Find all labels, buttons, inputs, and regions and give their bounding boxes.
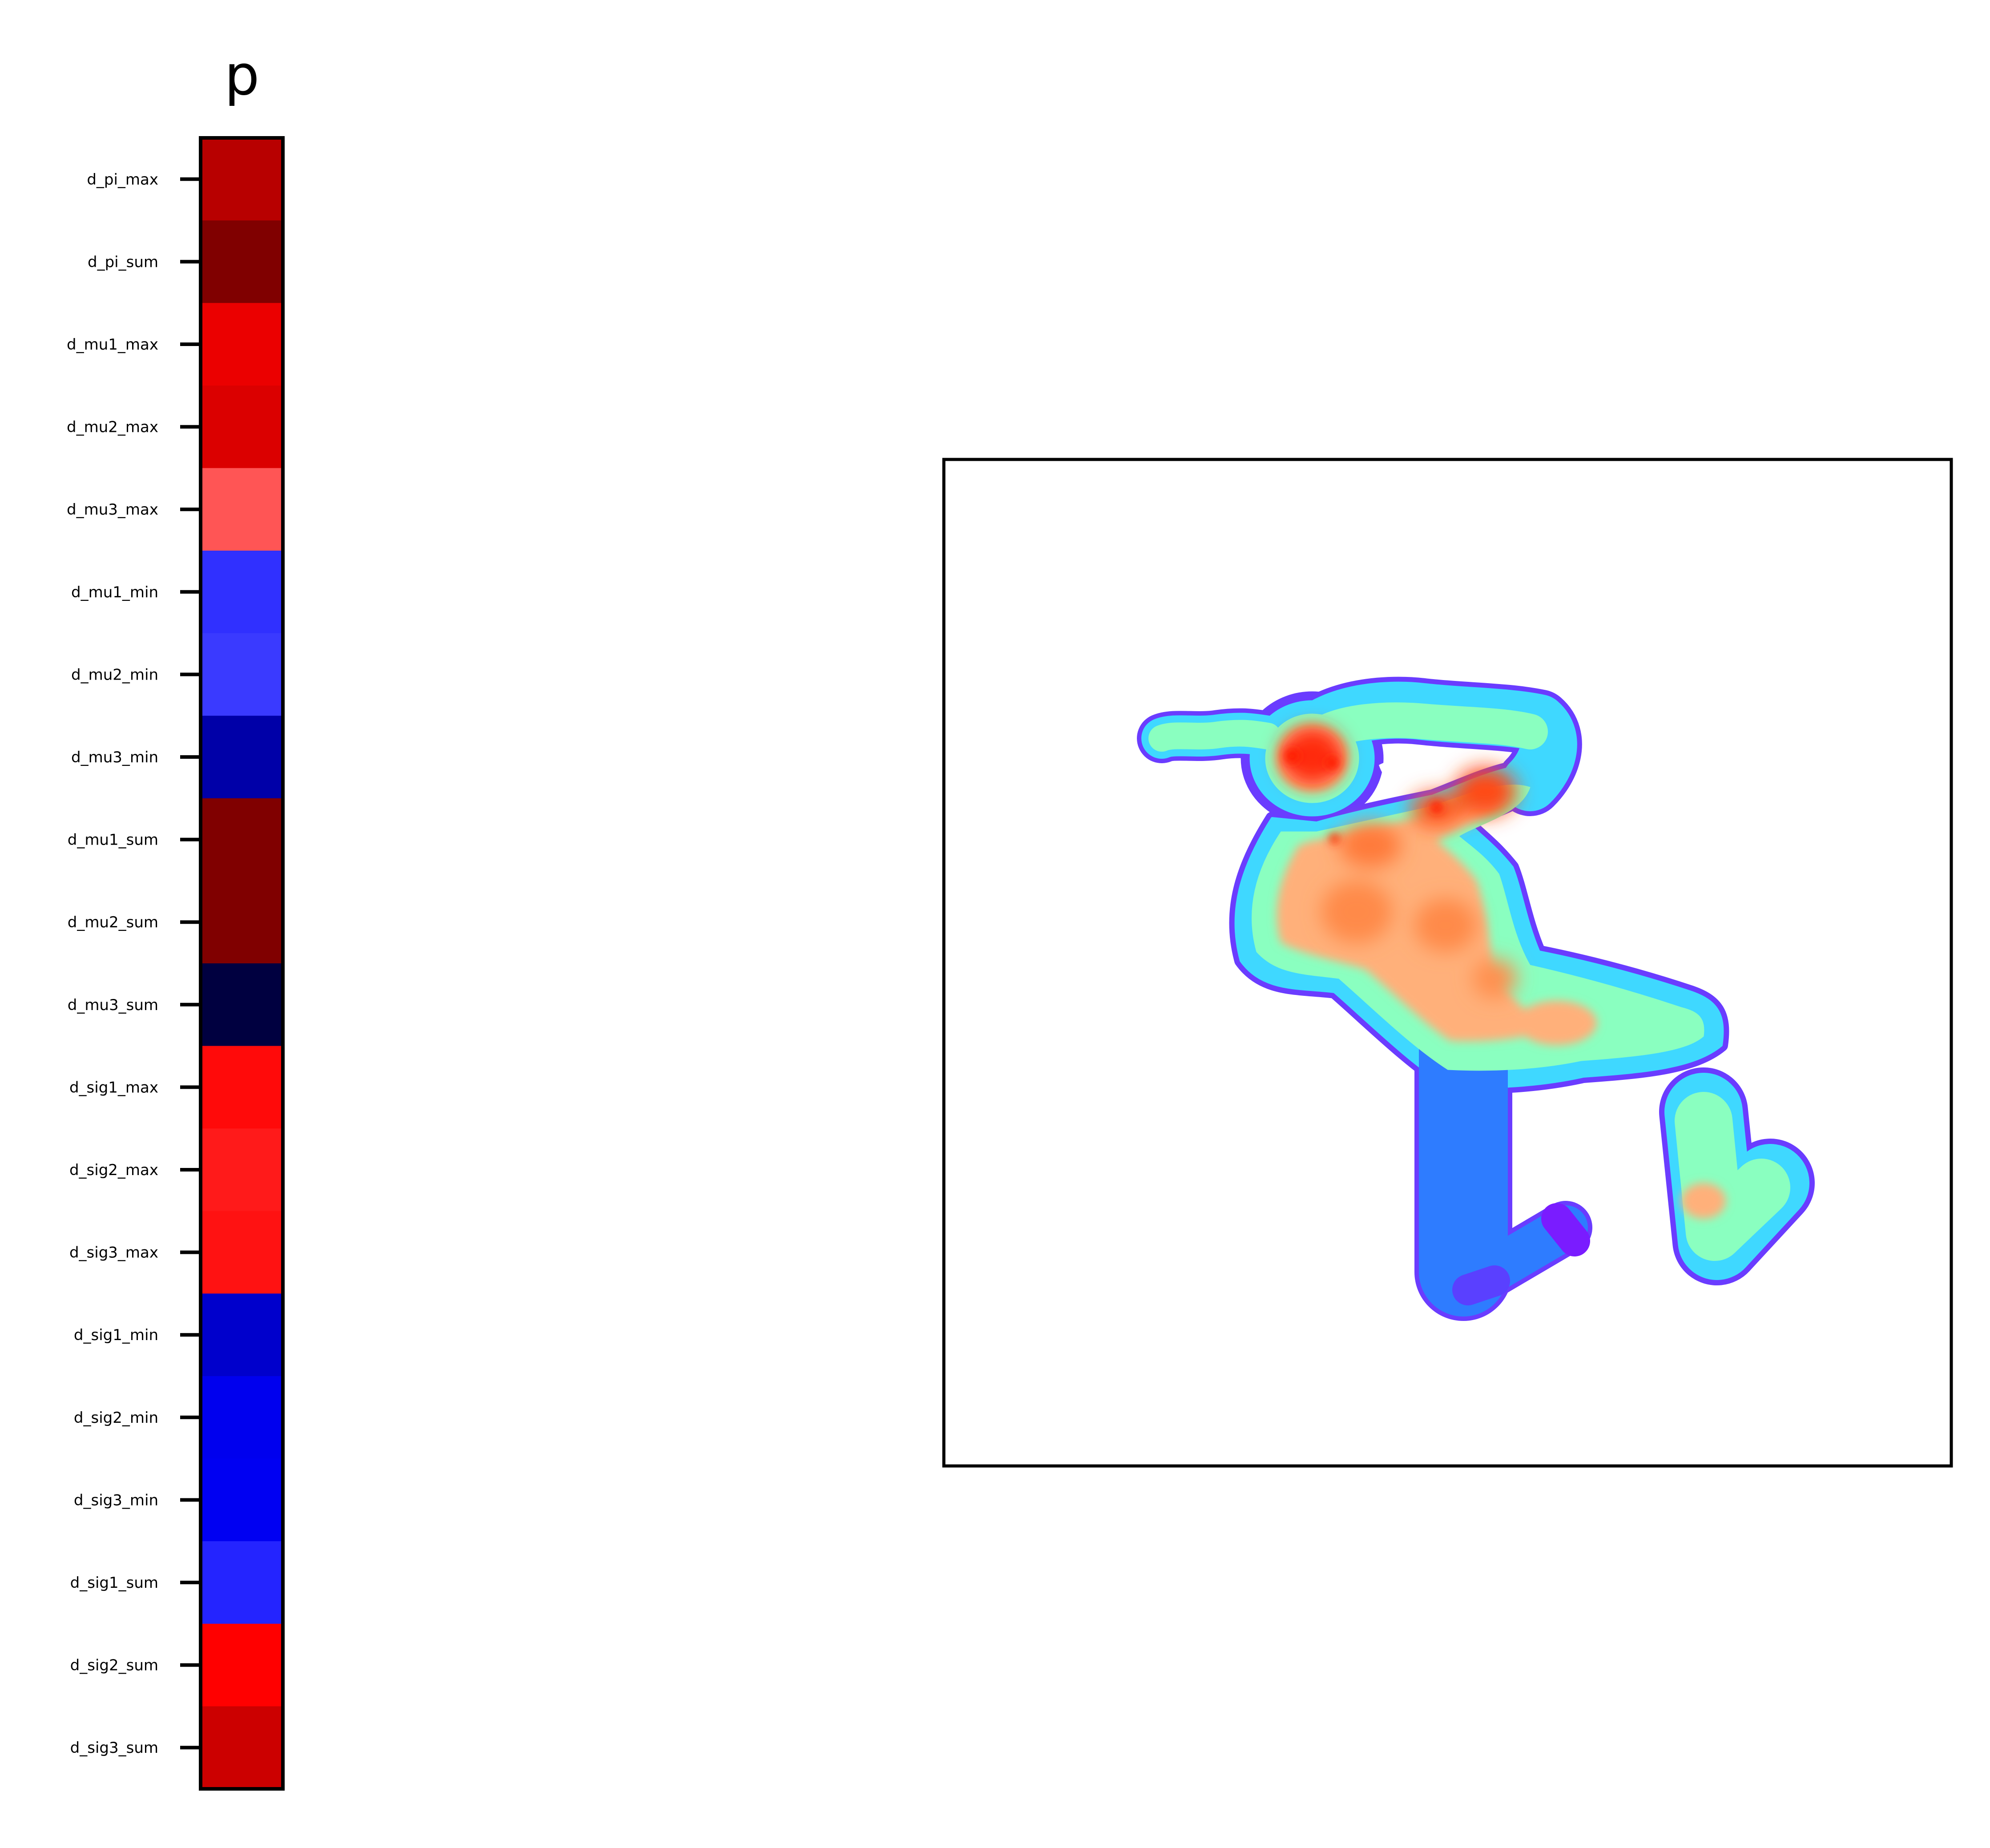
heatmap-cell [201,633,283,716]
heatmap-cell [201,963,283,1047]
heatmap-tick-label: d_pi_max [87,171,158,189]
heatmap-tick-label: d_sig3_sum [70,1739,158,1757]
image-panel [942,458,1953,1468]
heatmap-tick-label: d_mu2_min [71,666,158,684]
heatmap-cell [201,1458,283,1542]
heatmap-cell [201,1376,283,1459]
heatmap-cell [201,385,283,468]
heatmap-panel: p d_pi_max d_pi_sum d_mu1_max d_mu2_max d_mu… [67,44,285,1791]
heatmap-cell [201,1128,283,1212]
heatmap-cell [201,220,283,303]
heatmap-cell [201,798,283,881]
heatmap-tick-label: d_sig2_max [69,1161,158,1179]
heatmap-tick-label: d_sig2_min [74,1409,158,1427]
heatmap-tick-labels: d_pi_max d_pi_sum d_mu1_max d_mu2_max d_mu3_… [67,171,158,1757]
heatmap-tick-label: d_mu1_max [67,336,158,354]
heatmap-cell [201,138,283,221]
figure-hot-cores [1284,748,1443,844]
heatmap-tick-label: d_mu3_sum [68,996,158,1014]
heatmap-tick-label: d_mu2_max [67,419,158,436]
heatmap-tick-label: d_mu3_min [71,749,158,766]
heatmap-tick-label: d_pi_sum [88,253,158,271]
heatmap-cell [201,551,283,634]
heatmap-cell [201,716,283,799]
heatmap-ticks [180,177,201,1750]
heatmap-cells [201,138,283,1789]
heatmap-cell [201,1293,283,1377]
heatmap-frame [199,136,285,1791]
heatmap-tick-label: d_mu1_sum [68,831,158,849]
heatmap-cell [201,1211,283,1294]
heatmap-title: p [225,44,260,108]
figure-hot-spots [1281,727,1517,998]
heatmap-tick-label: d_mu2_sum [68,914,158,931]
image-frame [942,458,1953,1468]
heatmap-cell [201,1623,283,1707]
heatmap-tick-label: d_mu3_max [67,501,158,519]
lower-leg-layer [1419,992,1590,1317]
heatmap-tick-label: d_sig1_sum [70,1574,158,1592]
heatmap-tick-label: d_sig3_min [74,1491,158,1509]
heatmap-tick-label: d_sig2_sum [70,1657,158,1675]
heatmap-cell [201,1541,283,1624]
heatmap-cell [201,303,283,386]
heatmap-cell [201,1046,283,1129]
heatmap-tick-label: d_sig1_max [69,1079,158,1096]
heatmap-tick-label: d_mu1_min [71,584,158,601]
heatmap-cell [201,1706,283,1789]
heatmap-tick-label: d_sig3_max [69,1244,158,1262]
heatmap-cell [201,881,283,964]
point-cloud-image [1137,676,1815,1321]
heatmap-tick-label: d_sig1_min [74,1326,158,1344]
heatmap-cell [201,468,283,551]
arm-gap [1379,754,1448,789]
